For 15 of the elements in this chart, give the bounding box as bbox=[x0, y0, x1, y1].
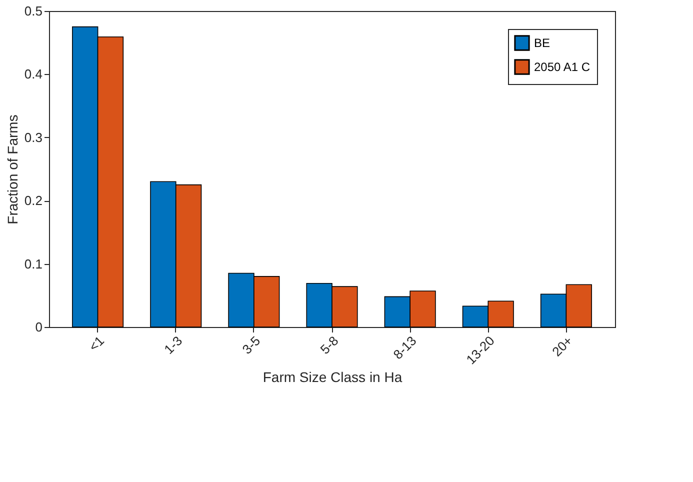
y-tick-label: 0.3 bbox=[24, 130, 42, 145]
y-tick-label: 0.4 bbox=[24, 66, 42, 82]
y-tick-label: 0.2 bbox=[24, 193, 42, 208]
x-tick-label: 3-5 bbox=[239, 333, 264, 357]
legend-label: 2050 A1 C bbox=[534, 60, 590, 74]
y-tick-label: 0.5 bbox=[24, 4, 42, 18]
y-tick-label: 0.1 bbox=[24, 256, 42, 272]
x-tick-label: <1 bbox=[86, 333, 107, 354]
x-tick-label: 1-3 bbox=[161, 333, 186, 357]
x-tick-label: 5-8 bbox=[317, 333, 342, 357]
x-tick-label: 20+ bbox=[549, 333, 576, 360]
legend-label: BE bbox=[534, 36, 550, 50]
y-axis-title: Fraction of Farms bbox=[4, 114, 20, 224]
y-tick-label: 0 bbox=[35, 320, 42, 334]
x-axis-title: Farm Size Class in Ha bbox=[262, 369, 402, 386]
